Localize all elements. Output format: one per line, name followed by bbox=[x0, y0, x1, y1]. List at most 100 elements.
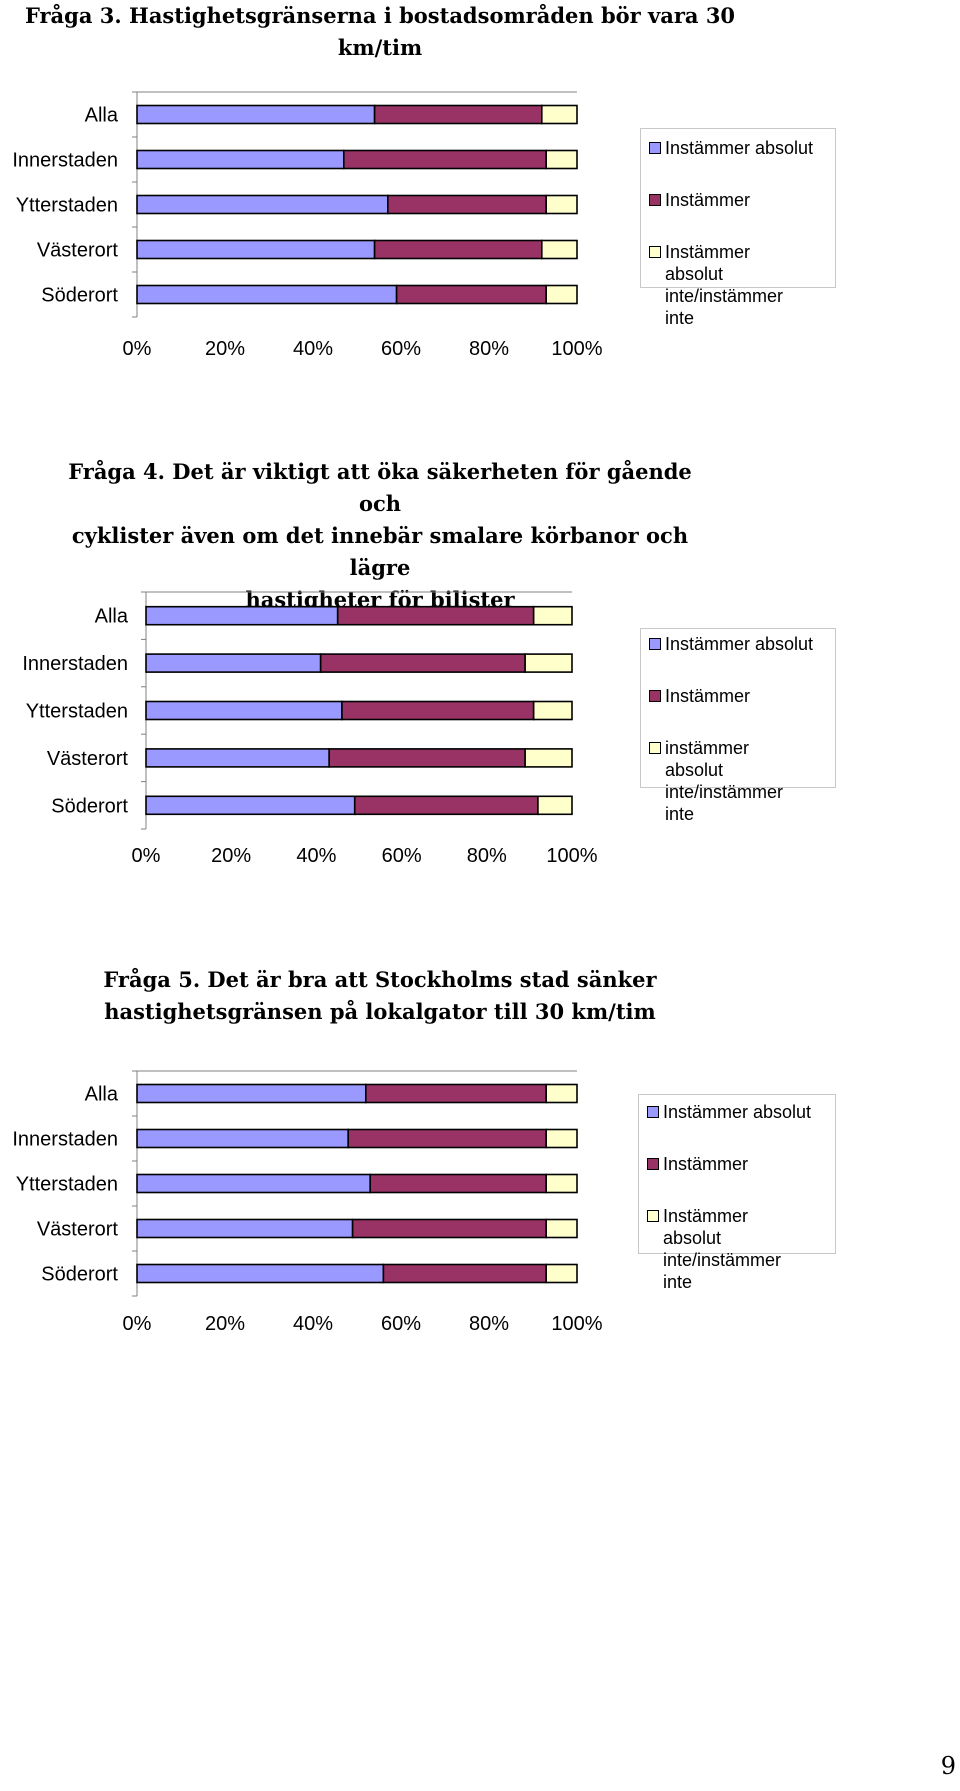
legend-swatch bbox=[647, 1158, 659, 1170]
bar-segment-absolut bbox=[145, 605, 339, 626]
bar-segment-inte bbox=[524, 748, 573, 768]
chart-2-legend: Instämmer absolut Instämmer instämmer ab… bbox=[640, 628, 836, 824]
category-label: Innerstaden bbox=[22, 653, 128, 675]
category-label: Söderort bbox=[41, 1264, 118, 1286]
legend-label: Instämmer absolut bbox=[665, 634, 814, 654]
bar-segment-absolut bbox=[136, 1173, 371, 1194]
bar-segment-instammer bbox=[336, 605, 535, 626]
bar-segment-instammer bbox=[382, 1263, 547, 1284]
chart-3-legend: Instämmer absolut Instämmer Instämmer ab… bbox=[638, 1094, 836, 1292]
bar-segment-inte bbox=[545, 1218, 578, 1239]
bar-segment-instammer bbox=[341, 700, 535, 721]
category-label: Söderort bbox=[41, 285, 118, 307]
bar-segment-instammer bbox=[373, 104, 543, 125]
legend-label: instämmer absolut inte/instämmer inte bbox=[665, 738, 784, 824]
bar-segment-absolut bbox=[145, 700, 343, 721]
x-tick-label: 0% bbox=[123, 338, 152, 360]
bar-segment-inte bbox=[532, 605, 573, 626]
bar-segment-inte bbox=[545, 284, 578, 305]
bar-segment-absolut bbox=[145, 795, 356, 816]
x-tick-label: 40% bbox=[293, 1313, 333, 1335]
legend-label: Instämmer absolut bbox=[663, 1102, 812, 1122]
bar-segment-inte bbox=[545, 1128, 578, 1149]
bar-segment-instammer bbox=[351, 1218, 548, 1239]
page-number: 9 bbox=[940, 1752, 956, 1780]
x-tick-label: 100% bbox=[551, 1313, 602, 1335]
legend-label: Instämmer bbox=[665, 190, 751, 210]
category-label: Västerort bbox=[37, 240, 119, 262]
legend-label: Instämmer bbox=[665, 686, 751, 706]
legend-swatch bbox=[649, 246, 661, 258]
x-tick-label: 40% bbox=[293, 338, 333, 360]
x-tick-label: 20% bbox=[205, 1313, 245, 1335]
category-label: Västerort bbox=[47, 748, 129, 770]
bar-segment-instammer bbox=[373, 239, 543, 260]
bar-segment-absolut bbox=[136, 1083, 367, 1104]
bar-segment-instammer bbox=[342, 149, 547, 170]
bar-segment-instammer bbox=[319, 653, 526, 673]
bar-segment-absolut bbox=[136, 1263, 385, 1284]
bar-segment-inte bbox=[532, 700, 573, 721]
x-tick-label: 100% bbox=[551, 338, 602, 360]
x-tick-label: 0% bbox=[123, 1313, 152, 1335]
x-tick-label: 60% bbox=[381, 338, 421, 360]
bar-segment-instammer bbox=[369, 1173, 548, 1194]
bar-segment-inte bbox=[537, 795, 573, 816]
bar-segment-inte bbox=[545, 1173, 578, 1194]
bar-segment-instammer bbox=[395, 284, 548, 305]
legend-swatch bbox=[649, 690, 661, 702]
category-label: Västerort bbox=[37, 1219, 119, 1241]
bar-segment-instammer bbox=[364, 1083, 547, 1104]
bar-segment-instammer bbox=[353, 795, 539, 816]
bar-segment-instammer bbox=[347, 1128, 548, 1149]
legend-swatch bbox=[649, 638, 661, 650]
category-label: Alla bbox=[95, 606, 129, 628]
x-tick-label: 20% bbox=[211, 845, 251, 867]
x-tick-label: 40% bbox=[296, 845, 336, 867]
bar-segment-absolut bbox=[136, 194, 389, 215]
chart-3-plot: Alla Innerstaden Ytterstaden Västerort Söder… bbox=[12, 1070, 603, 1335]
bar-segment-absolut bbox=[136, 104, 376, 125]
bar-segment-inte bbox=[545, 149, 578, 170]
category-label: Söderort bbox=[51, 795, 128, 817]
x-tick-label: 60% bbox=[382, 845, 422, 867]
category-label: Alla bbox=[85, 1084, 119, 1106]
x-tick-label: 20% bbox=[205, 338, 245, 360]
legend-label: Instämmer absolut inte/instämmer inte bbox=[665, 242, 784, 328]
category-label: Ytterstaden bbox=[16, 195, 118, 217]
bar-segment-absolut bbox=[136, 239, 376, 260]
bar-segment-inte bbox=[540, 104, 578, 125]
bar-segment-inte bbox=[545, 194, 578, 215]
category-label: Ytterstaden bbox=[26, 701, 128, 723]
chart-3-title: Fråga 5. Det är bra att Stockholms stad … bbox=[103, 967, 657, 1024]
legend-swatch bbox=[649, 742, 661, 754]
category-label: Ytterstaden bbox=[16, 1174, 118, 1196]
legend-label: Instämmer bbox=[663, 1154, 749, 1174]
x-tick-label: 80% bbox=[469, 1313, 509, 1335]
bar-segment-absolut bbox=[136, 1218, 354, 1239]
x-tick-label: 80% bbox=[469, 338, 509, 360]
x-tick-label: 60% bbox=[381, 1313, 421, 1335]
bar-segment-inte bbox=[540, 239, 578, 260]
legend-label: Instämmer absolut bbox=[665, 138, 814, 158]
bar-segment-inte bbox=[545, 1263, 578, 1284]
chart-1-plot: Alla Innerstaden Ytterstaden Västerort Söder… bbox=[12, 91, 603, 360]
category-label: Alla bbox=[85, 105, 119, 127]
chart-2-plot: Alla Innerstaden Ytterstaden Västerort Söder… bbox=[22, 591, 598, 867]
legend-label: Instämmer absolut inte/instämmer inte bbox=[663, 1206, 782, 1292]
category-label: Innerstaden bbox=[12, 150, 118, 172]
legend-swatch bbox=[649, 142, 661, 154]
bar-segment-inte bbox=[524, 653, 573, 673]
bar-segment-instammer bbox=[386, 194, 547, 215]
legend-swatch bbox=[649, 194, 661, 206]
chart-1-legend: Instämmer absolut Instämmer Instämmer ab… bbox=[640, 128, 836, 328]
legend-swatch bbox=[647, 1210, 659, 1222]
bar-segment-absolut bbox=[136, 1128, 349, 1149]
chart-1-title: Fråga 3. Hastighetsgränserna i bostadsom… bbox=[24, 3, 736, 60]
bar-segment-absolut bbox=[145, 748, 330, 768]
x-tick-label: 80% bbox=[467, 845, 507, 867]
category-label: Innerstaden bbox=[12, 1129, 118, 1151]
bar-segment-inte bbox=[545, 1083, 578, 1104]
legend-swatch bbox=[647, 1106, 659, 1118]
bar-segment-instammer bbox=[328, 748, 526, 768]
